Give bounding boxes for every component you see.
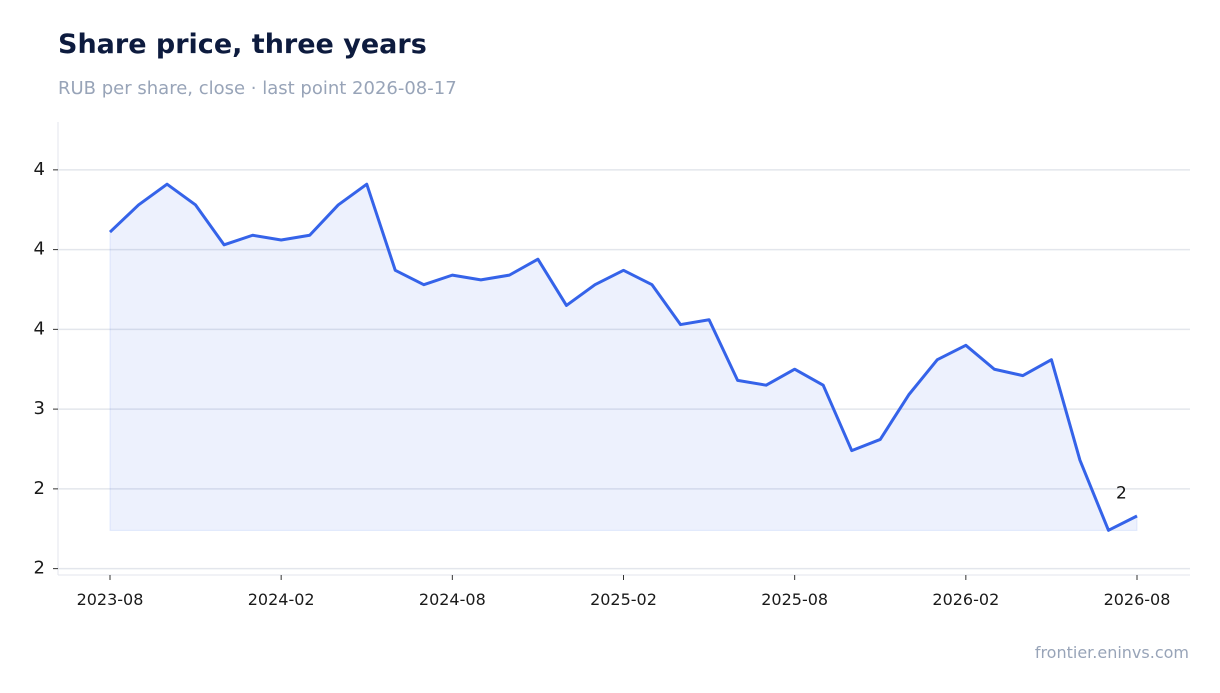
x-tick-label: 2026-08 (1104, 590, 1171, 609)
source: frontier.eninvs.com (1035, 643, 1189, 662)
x-tick-label: 2024-02 (248, 590, 315, 609)
x-tick-label: 2025-08 (761, 590, 828, 609)
y-tick-label: 3 (34, 398, 45, 419)
y-tick-label: 4 (34, 239, 45, 260)
x-tick-label: 2025-02 (590, 590, 657, 609)
y-tick-label: 4 (34, 318, 45, 339)
y-tick-label: 2 (34, 478, 45, 499)
y-tick-label: 2 (34, 558, 45, 579)
chart-subtitle: RUB per share, close · last point 2026-0… (58, 78, 457, 99)
chart-title: Share price, three years (58, 29, 427, 60)
x-tick-label: 2024-08 (419, 590, 486, 609)
x-tick-label: 2026-02 (932, 590, 999, 609)
x-tick-label: 2023-08 (77, 590, 144, 609)
annotation: 2 (1116, 484, 1127, 504)
line (108, 182, 1138, 532)
y-tick-label: 4 (34, 159, 45, 180)
